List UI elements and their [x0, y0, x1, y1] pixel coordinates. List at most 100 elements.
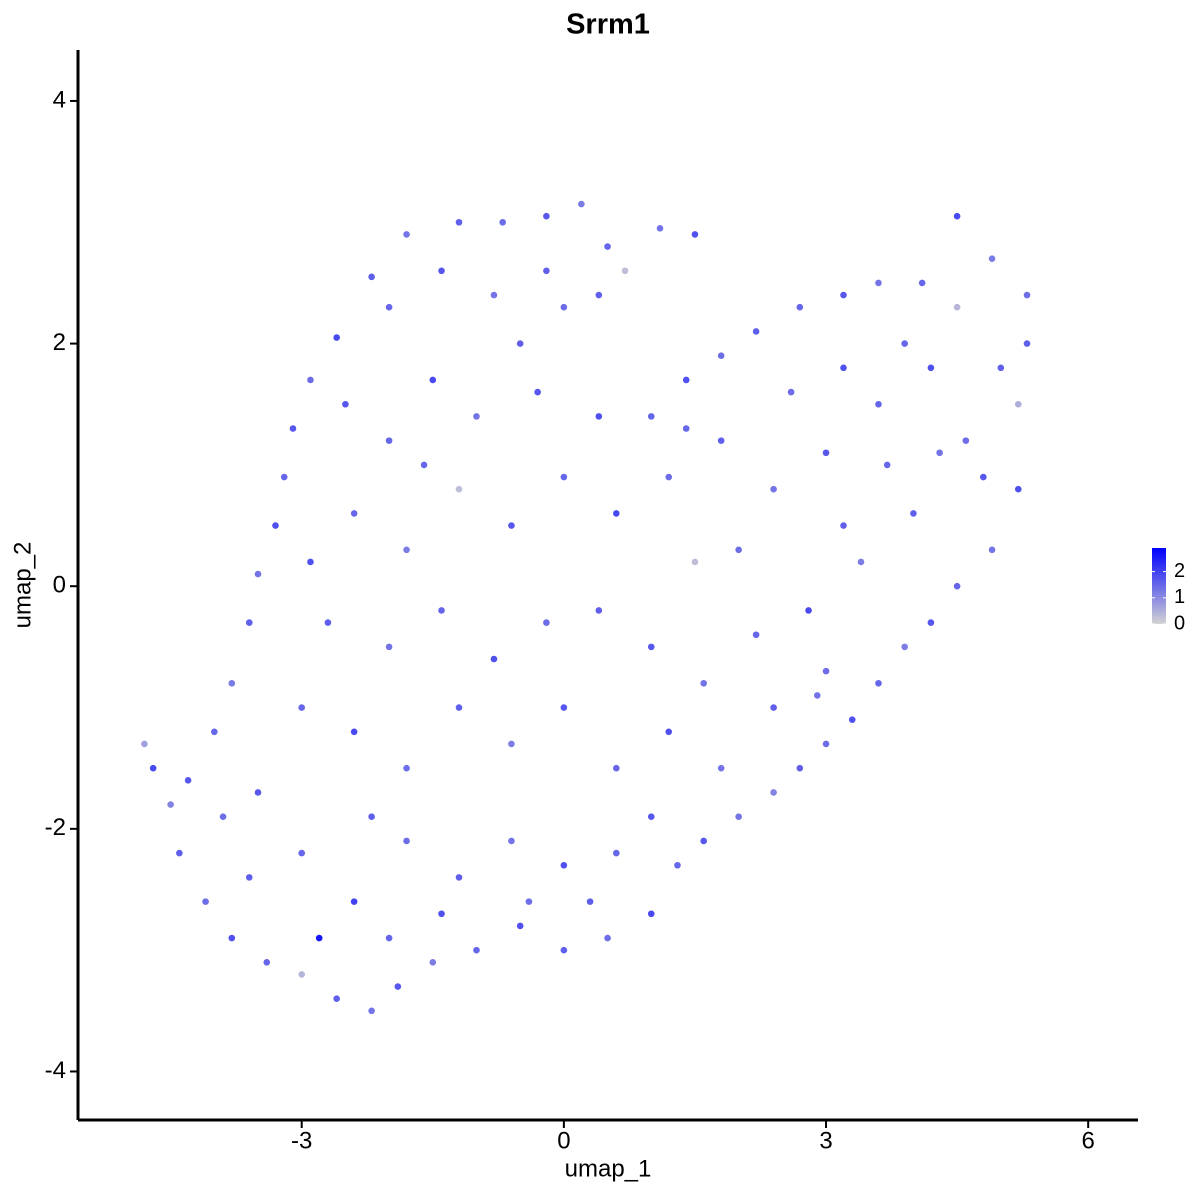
point — [682, 425, 690, 432]
point — [560, 861, 568, 869]
point — [254, 789, 262, 796]
point — [350, 510, 358, 517]
point — [586, 898, 594, 905]
point — [613, 510, 620, 517]
point — [455, 485, 463, 493]
point — [735, 813, 742, 821]
point — [997, 364, 1005, 372]
point — [516, 340, 524, 347]
point — [822, 740, 830, 748]
point — [770, 704, 777, 711]
x-axis-label: umap_1 — [565, 1155, 652, 1182]
point — [822, 449, 830, 457]
point — [543, 267, 550, 275]
point — [560, 946, 568, 954]
point — [403, 231, 410, 238]
point — [403, 764, 410, 772]
point — [918, 279, 926, 287]
x-tick-label: 6 — [1082, 1127, 1095, 1154]
point — [385, 437, 393, 444]
point — [840, 364, 847, 372]
point — [228, 679, 236, 687]
point — [647, 813, 655, 821]
y-tick-label: -2 — [45, 814, 66, 841]
point — [508, 522, 515, 529]
point — [875, 279, 882, 287]
point — [202, 898, 209, 905]
point — [953, 582, 961, 590]
point — [840, 522, 847, 529]
colorbar-label: 2 — [1174, 560, 1185, 582]
point — [342, 400, 349, 408]
point — [455, 218, 463, 226]
colorbar-label: 0 — [1174, 612, 1185, 634]
point — [796, 764, 804, 772]
point — [508, 740, 515, 748]
point — [717, 764, 725, 772]
point — [988, 546, 996, 554]
point — [315, 934, 323, 942]
point — [1014, 485, 1022, 493]
point — [604, 934, 611, 942]
point — [141, 740, 148, 748]
point — [298, 704, 306, 711]
point — [752, 328, 760, 335]
point — [953, 303, 961, 311]
point — [516, 922, 524, 930]
point — [665, 473, 673, 481]
point — [219, 813, 227, 821]
point — [674, 861, 681, 869]
point — [473, 946, 480, 954]
point — [875, 679, 882, 687]
point — [665, 728, 673, 736]
point — [263, 958, 271, 966]
point — [350, 898, 358, 905]
point — [604, 243, 611, 250]
point — [525, 898, 533, 905]
point — [1023, 340, 1031, 347]
point — [682, 376, 690, 384]
point — [272, 522, 279, 529]
y-tick-label: -4 — [45, 1057, 66, 1084]
point — [534, 388, 541, 396]
x-tick-label: 0 — [557, 1127, 570, 1154]
point — [988, 255, 996, 262]
point — [473, 413, 480, 420]
point — [647, 413, 655, 420]
point — [499, 218, 506, 226]
point — [796, 303, 804, 311]
point — [700, 679, 707, 687]
colorbar-label: 1 — [1174, 586, 1185, 608]
point — [613, 849, 620, 857]
y-axis-label: umap_2 — [9, 542, 36, 629]
point — [613, 764, 620, 772]
y-tick-label: 4 — [53, 86, 66, 113]
point — [927, 364, 935, 372]
point — [420, 461, 428, 469]
point — [184, 777, 192, 784]
point — [883, 461, 891, 469]
point — [394, 983, 402, 990]
point — [429, 958, 437, 966]
point — [298, 849, 306, 857]
y-tick-label: 0 — [53, 572, 66, 599]
point — [350, 728, 358, 736]
point — [543, 619, 550, 626]
point — [770, 789, 777, 796]
point — [403, 546, 410, 554]
point — [953, 212, 961, 220]
point — [595, 413, 603, 420]
point — [438, 607, 445, 614]
point — [560, 303, 568, 311]
point — [1014, 400, 1022, 408]
point — [1023, 291, 1031, 299]
point — [324, 619, 332, 626]
point — [691, 231, 699, 238]
point — [910, 510, 917, 517]
point — [176, 849, 183, 857]
point — [647, 910, 655, 918]
point — [543, 212, 550, 220]
point — [333, 995, 340, 1002]
point — [840, 291, 847, 299]
point — [875, 400, 882, 408]
